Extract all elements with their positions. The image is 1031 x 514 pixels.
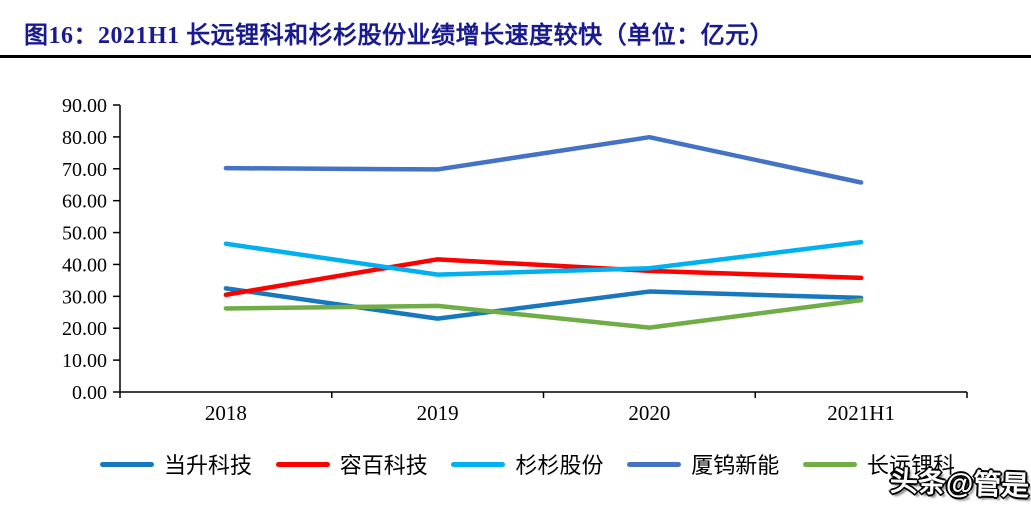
legend-line-swatch (275, 461, 330, 467)
legend-item-3: 厦钨新能 (627, 448, 779, 480)
chart-legend: 当升科技 容百科技 杉杉股份 厦钨新能 长远锂科 (100, 450, 955, 478)
y-tick-label: 10.00 (62, 350, 107, 372)
series-line-1 (223, 257, 864, 297)
y-tick-label: 40.00 (62, 254, 107, 276)
line-chart: 0.00 10.00 20.00 30.00 40.00 50.00 60.00 70.00 8… (62, 95, 968, 425)
legend-label: 长远锂科 (866, 453, 955, 478)
legend-label: 杉杉股份 (515, 453, 604, 478)
title-divider (0, 55, 1031, 58)
legend-label: 容百科技 (339, 453, 428, 478)
y-tick-label: 30.00 (62, 286, 107, 308)
figure-title: 图16：2021H1 长远锂科和杉杉股份业绩增长速度较快（单位：亿元） (24, 23, 775, 49)
y-tick-label: 80.00 (62, 127, 107, 149)
series-line-0 (223, 286, 864, 321)
x-axis: 2018 2019 2020 2021H1 (119, 392, 968, 425)
legend-line-swatch (100, 461, 154, 467)
watermark: 头条@管是 (889, 465, 1030, 502)
legend-item-0: 当升科技 (100, 448, 252, 480)
x-tick-label: 2020 (628, 401, 670, 425)
series-lines (223, 134, 864, 330)
legend-label: 厦钨新能 (691, 453, 780, 478)
y-tick-label: 90.00 (62, 95, 107, 117)
y-tick-label: 60.00 (62, 191, 107, 213)
legend-line-swatch (627, 461, 682, 467)
y-tick-label: 0.00 (72, 382, 107, 404)
y-tick-label: 70.00 (62, 159, 107, 181)
legend-item-4: 长远锂科 (802, 448, 955, 480)
series-line-3 (223, 134, 864, 185)
series-line-4 (223, 297, 864, 330)
series-line-2 (223, 239, 864, 277)
y-tick-label: 50.00 (62, 223, 107, 245)
legend-item-2: 杉杉股份 (451, 448, 603, 480)
legend-line-swatch (451, 461, 506, 467)
y-axis: 0.00 10.00 20.00 30.00 40.00 50.00 60.00 70.00 8… (62, 95, 120, 404)
x-tick-label: 2019 (417, 401, 459, 425)
x-tick-label: 2018 (205, 401, 247, 425)
chart-area: 0.00 10.00 20.00 30.00 40.00 50.00 60.00 70.00 8… (0, 60, 1031, 440)
legend-label: 当升科技 (164, 453, 253, 478)
y-tick-label: 20.00 (62, 318, 107, 340)
x-tick-label: 2021H1 (827, 401, 895, 425)
legend-item-1: 容百科技 (275, 448, 428, 480)
legend-line-swatch (802, 461, 857, 467)
